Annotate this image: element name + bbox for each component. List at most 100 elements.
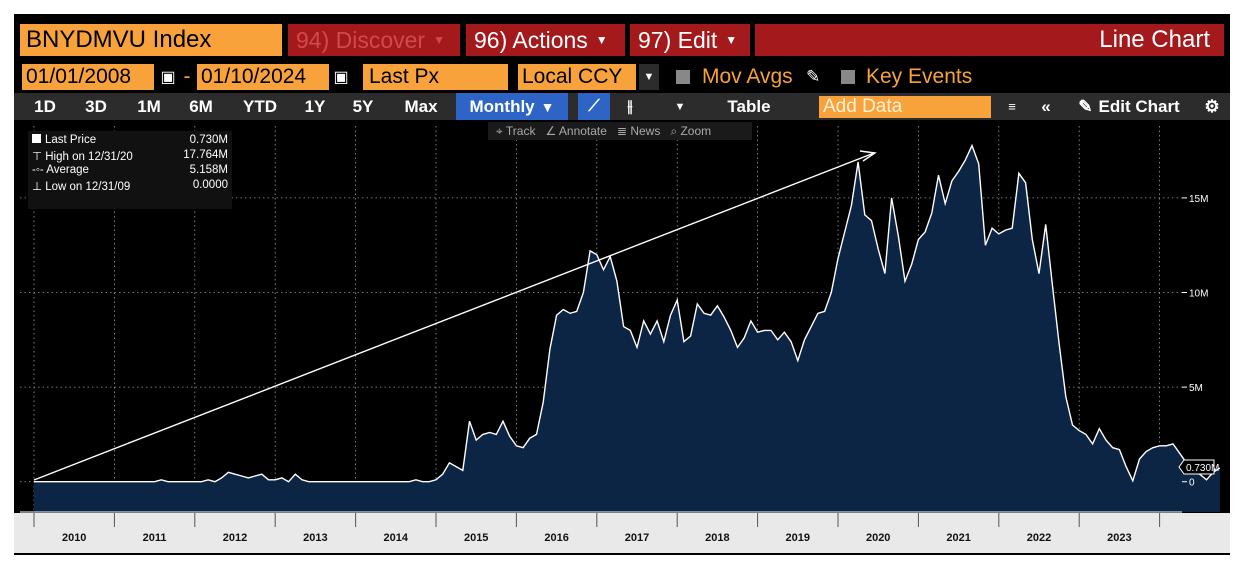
annotate-tool[interactable]: ∠ Annotate <box>545 124 606 138</box>
actions-label: 96) Actions <box>474 26 588 53</box>
legend-label: High on 12/31/20 <box>45 151 133 163</box>
field-selector[interactable]: Last Px <box>363 64 508 90</box>
key-events-checkbox[interactable] <box>841 70 855 84</box>
period-button-1m[interactable]: 1M <box>137 96 161 116</box>
edit-chart-label: Edit Chart <box>1098 96 1180 116</box>
period-button-6m[interactable]: 6M <box>189 96 213 116</box>
period-button-ytd[interactable]: YTD <box>243 96 277 116</box>
start-date-text: 01/01/2008 <box>26 65 132 88</box>
legend-value: 0.0000 <box>192 179 228 191</box>
add-data-placeholder: Add Data <box>823 96 903 117</box>
edit-label: 97) Edit <box>638 26 718 53</box>
y-tick-label: 10M <box>1189 289 1208 300</box>
legend-value: 17.764M <box>183 149 228 161</box>
x-tick-label: 2015 <box>464 532 488 544</box>
date-range-bar: 01/01/2008 ▣ - 01/10/2024 ▣ Last Px Loca… <box>14 64 1230 90</box>
news-label: News <box>630 124 661 138</box>
x-tick-label: 2022 <box>1027 532 1051 544</box>
x-tick-label: 2019 <box>786 532 810 544</box>
toolbar-row: 1D 3D 1M 6M YTD 1Y 5Y Max Monthly ▼ ⟋ ⫲ ▼… <box>14 93 1230 120</box>
currency-dropdown-arrow-icon[interactable]: ▼ <box>639 64 659 90</box>
end-date-input[interactable]: 01/10/2024 <box>197 64 329 90</box>
end-calendar-icon[interactable]: ▣ <box>333 69 349 86</box>
period-button-max[interactable]: Max <box>404 96 438 116</box>
actions-dropdown-arrow-icon: ▼ <box>595 33 608 47</box>
filter-dropdown-icon[interactable]: ≡ <box>1008 99 1016 114</box>
last-value-marker: 0.730M <box>1178 459 1219 475</box>
period-button-5y[interactable]: 5Y <box>352 96 374 116</box>
frequency-selector[interactable]: Monthly ▼ <box>456 93 568 120</box>
chart-style-dropdown-icon[interactable]: ▼ <box>674 100 686 113</box>
bar-chart-style-icon[interactable]: ⫲ <box>627 97 633 115</box>
legend-high: ⊤ High on 12/31/20 17.764M <box>32 149 228 163</box>
legend-value: 0.730M <box>189 134 228 146</box>
title-bar: BNYDMVU Index 94) Discover ▼ 96) Actions ▼… <box>14 24 1230 56</box>
discover-menu[interactable]: 94) Discover ▼ <box>288 24 460 56</box>
magnifier-icon: ⌕ <box>670 123 678 138</box>
security-ticker-text: BNYDMVU Index <box>26 26 212 53</box>
price-line <box>34 143 1221 483</box>
frequency-text: Monthly <box>469 96 535 116</box>
annotate-icon: ∠ <box>545 124 557 138</box>
add-data-input[interactable]: Add Data <box>819 96 991 118</box>
actions-menu[interactable]: 96) Actions ▼ <box>466 24 625 56</box>
legend-low: ⊥ Low on 12/31/09 0.0000 <box>32 179 228 193</box>
frequency-dropdown-arrow-icon: ▼ <box>540 98 555 115</box>
news-icon: ≣ <box>616 124 627 138</box>
legend-last-price: Last Price 0.730M <box>32 134 228 147</box>
security-ticker-field[interactable]: BNYDMVU Index <box>20 24 282 56</box>
settings-gear-icon[interactable]: ⚙ <box>1204 96 1220 116</box>
edit-dropdown-arrow-icon: ▼ <box>725 33 738 47</box>
x-tick-label: 2018 <box>705 532 729 544</box>
x-tick-label: 2021 <box>946 532 970 544</box>
mov-avgs-checkbox[interactable] <box>676 70 690 84</box>
average-marker-icon: -◦- <box>32 164 47 176</box>
legend-label: Last Price <box>45 134 97 146</box>
discover-label: 94) Discover <box>296 26 426 53</box>
x-tick-label: 2020 <box>866 532 890 544</box>
chart-tools-bar: ⌖ Track ∠ Annotate ≣ News ⌕ Zoom <box>488 122 752 140</box>
zoom-label: Zoom <box>680 123 712 138</box>
start-calendar-icon[interactable]: ▣ <box>160 69 176 86</box>
end-date-text: 01/10/2024 <box>201 65 307 88</box>
track-tool[interactable]: ⌖ Track <box>496 124 535 139</box>
x-tick-label: 2011 <box>143 532 167 544</box>
period-button-3d[interactable]: 3D <box>85 96 107 116</box>
trend-annotation-line <box>33 152 875 481</box>
field-text: Last Px <box>369 65 440 88</box>
period-button-1y[interactable]: 1Y <box>304 96 326 116</box>
edit-chart-button[interactable]: ✎ Edit Chart <box>1066 93 1192 120</box>
x-tick-label: 2016 <box>544 532 568 544</box>
start-date-input[interactable]: 01/01/2008 <box>22 64 154 90</box>
mov-avgs-label: Mov Avgs <box>702 65 793 88</box>
x-axis: 2010 2011 2012 2013 2014 2015 2016 2017 2018 2019… <box>14 511 1230 553</box>
currency-selector[interactable]: Local CCY <box>518 64 636 90</box>
legend-average: -◦- Average 5.158M <box>32 164 228 177</box>
edit-menu[interactable]: 97) Edit ▼ <box>630 24 750 56</box>
chart-type-title: Line Chart <box>755 24 1224 56</box>
news-tool[interactable]: ≣ News <box>617 124 660 138</box>
y-tick-label: 0 <box>1189 478 1195 489</box>
discover-dropdown-arrow-icon: ▼ <box>433 33 445 47</box>
crosshair-icon: ⌖ <box>496 123 503 138</box>
y-tick-label: 15M <box>1189 194 1208 205</box>
chart-legend: Last Price 0.730M ⊤ High on 12/31/20 17.76… <box>28 131 232 209</box>
date-separator: - <box>183 65 191 88</box>
annotate-label: Annotate <box>558 124 607 138</box>
high-marker-icon: ⊤ <box>32 151 46 163</box>
legend-label: Average <box>46 164 89 176</box>
period-button-1d[interactable]: 1D <box>34 96 56 116</box>
legend-value: 5.158M <box>189 164 228 176</box>
x-tick-label: 2014 <box>384 532 409 544</box>
collapse-chevron-icon[interactable]: « <box>1041 96 1051 116</box>
zoom-tool[interactable]: ⌕ Zoom <box>670 124 711 139</box>
line-chart-style-icon[interactable]: ⟋ <box>578 93 610 120</box>
pencil-icon: ✎ <box>1078 96 1093 116</box>
trend-annotation-arrowhead <box>859 150 877 162</box>
x-tick-label: 2013 <box>303 532 327 544</box>
currency-text: Local CCY <box>522 65 623 88</box>
low-marker-icon: ⊥ <box>32 181 46 193</box>
pencil-icon[interactable]: ✎ <box>806 67 821 86</box>
table-button[interactable]: Table <box>727 96 771 116</box>
